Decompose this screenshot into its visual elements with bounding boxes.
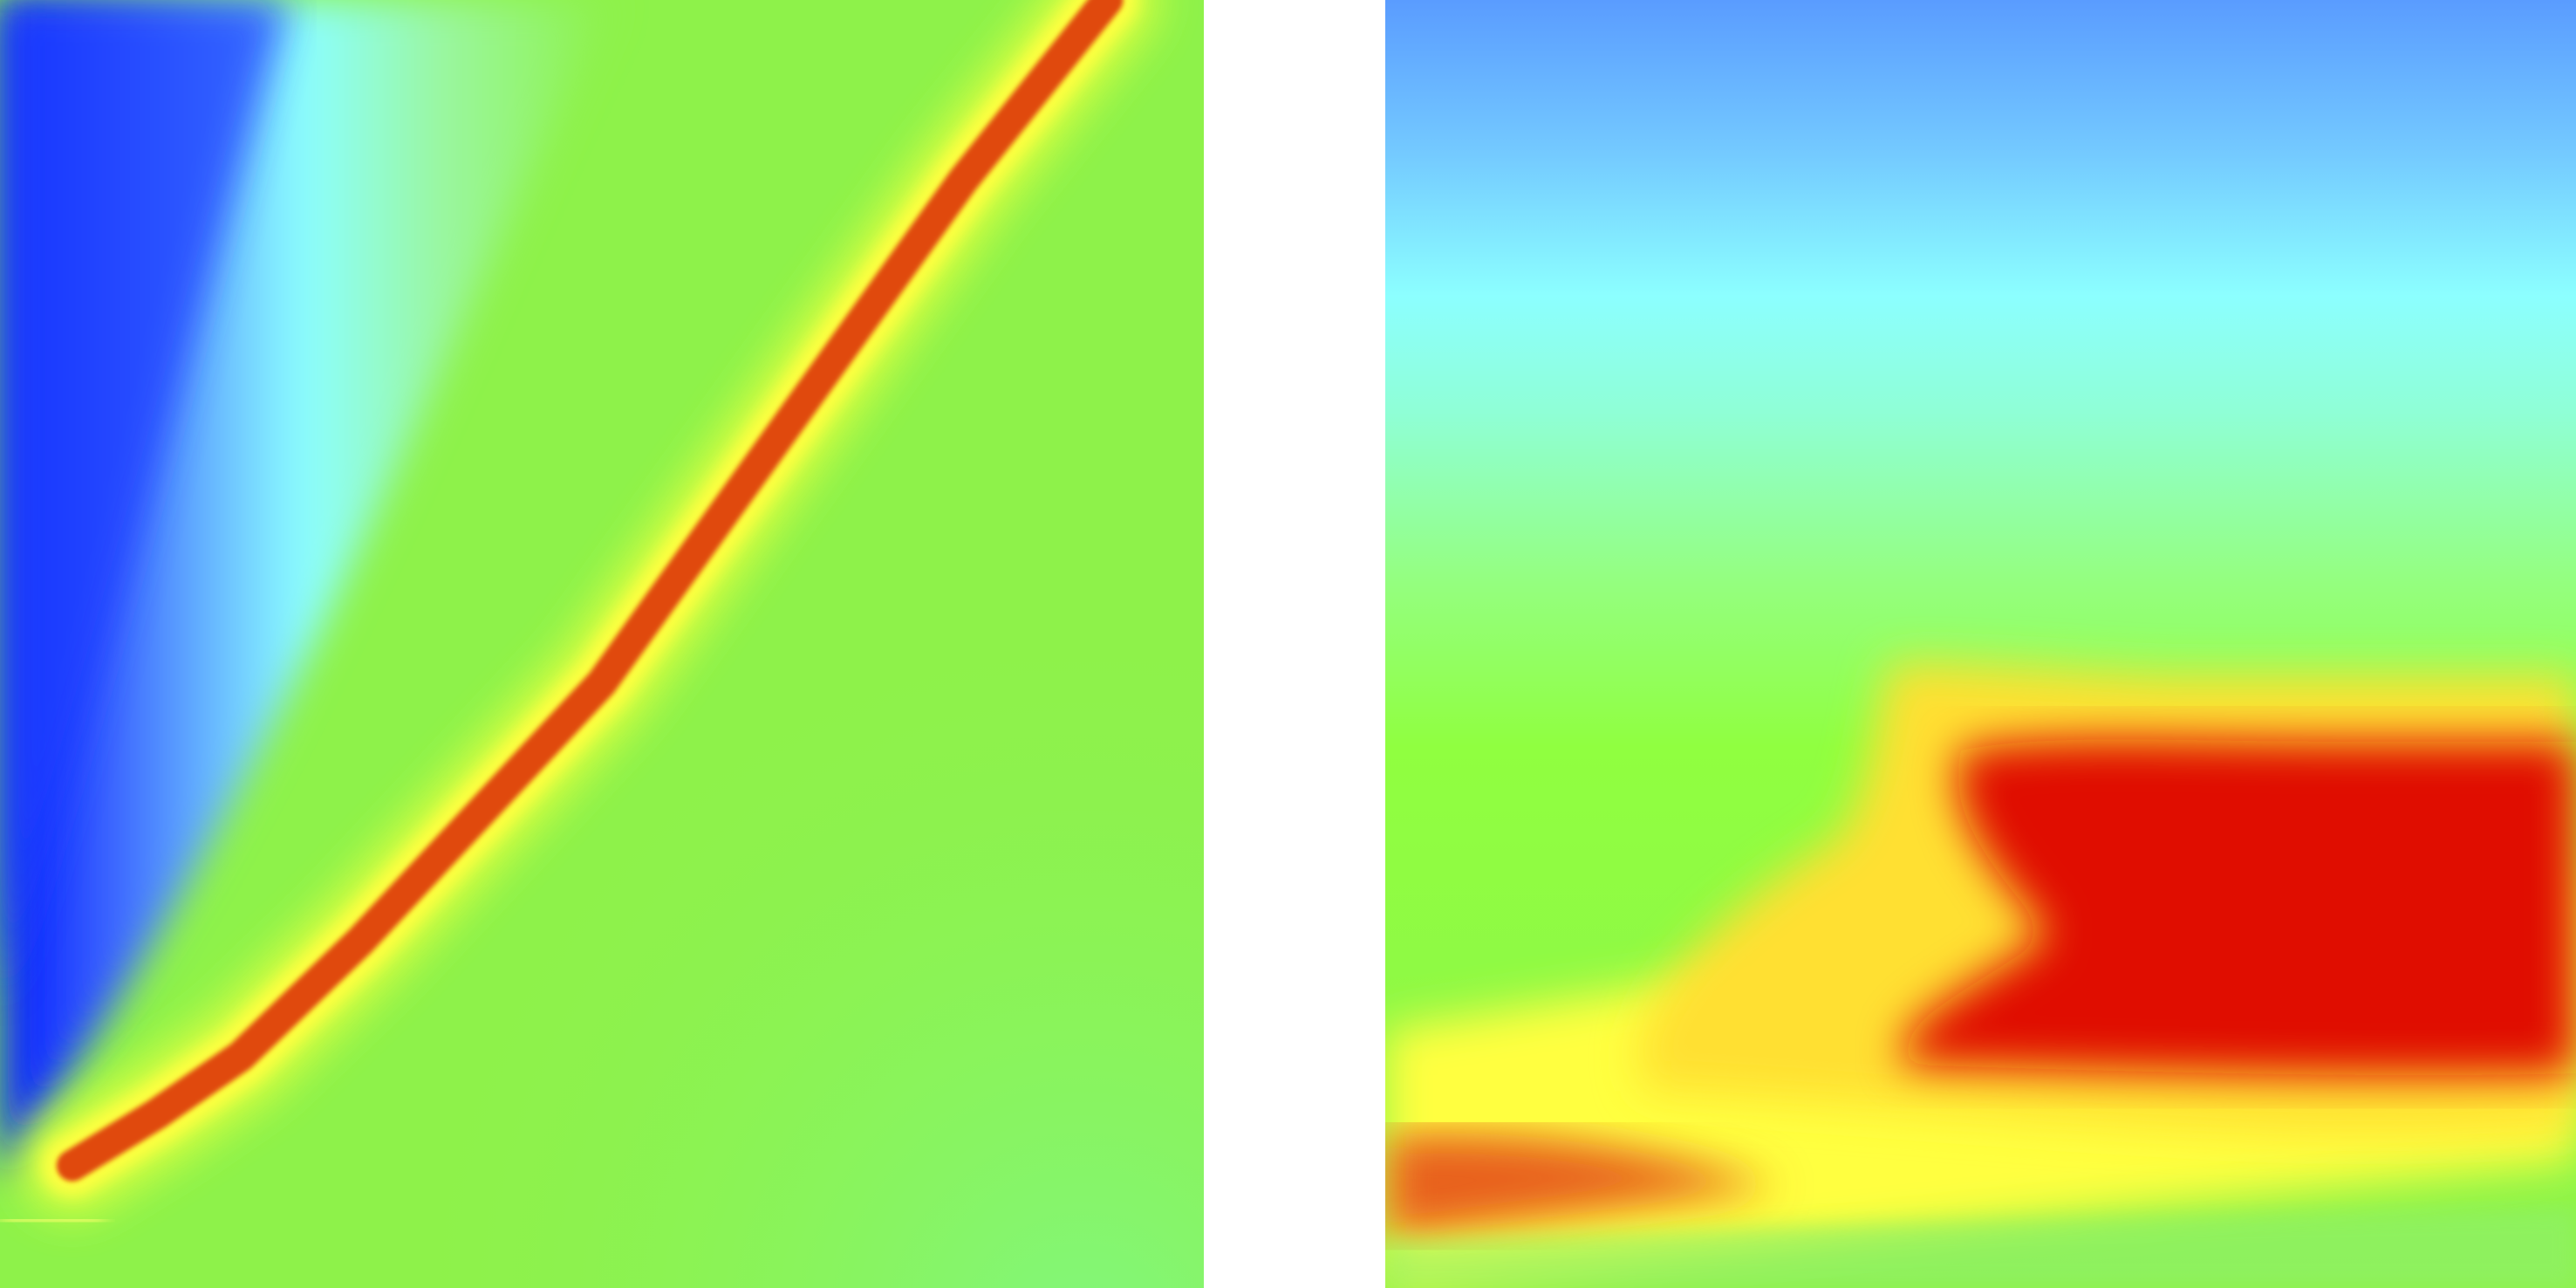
lower-left-hot [1385,1133,1778,1239]
heatmap-right-canvas [1385,0,2576,1288]
red-blob [1902,739,2576,1075]
bottom-fade [1385,1209,2576,1288]
panel-gap [1204,0,1385,1288]
heatmap-left [0,0,1204,1288]
bottom-streak [0,1213,106,1228]
ridge-group [19,0,1160,1218]
ridge-core [56,0,1124,1182]
heatmap-left-canvas [0,0,1204,1288]
heatmap-right [1385,0,2576,1288]
